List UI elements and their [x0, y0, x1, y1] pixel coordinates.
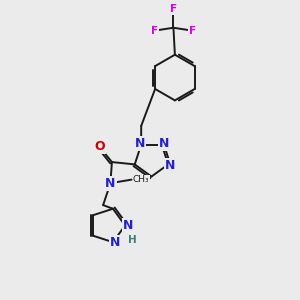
Text: N: N: [110, 236, 121, 249]
Text: N: N: [159, 137, 169, 150]
Text: F: F: [170, 4, 177, 14]
Text: N: N: [105, 177, 116, 190]
Text: H: H: [128, 235, 137, 245]
Text: F: F: [189, 26, 196, 36]
Text: N: N: [165, 159, 176, 172]
Text: N: N: [134, 137, 145, 150]
Text: O: O: [94, 140, 105, 153]
Text: CH₃: CH₃: [133, 175, 150, 184]
Text: F: F: [151, 26, 158, 36]
Text: N: N: [123, 219, 133, 232]
